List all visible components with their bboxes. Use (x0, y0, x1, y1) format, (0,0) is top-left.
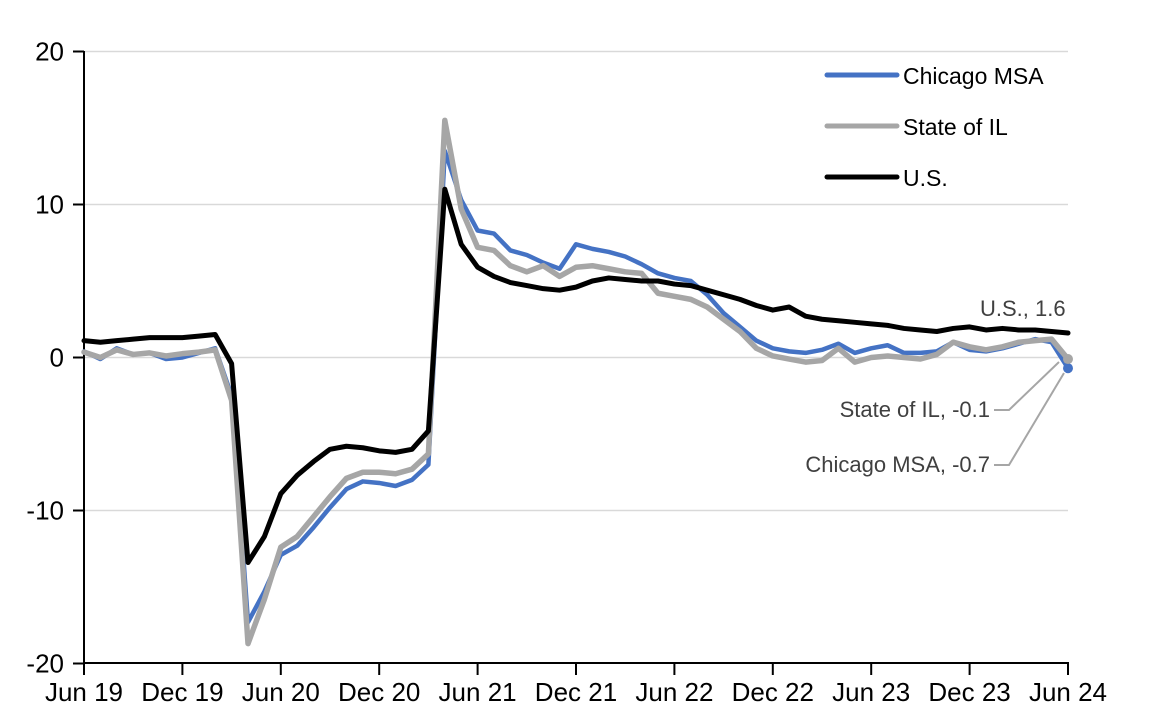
x-tick-label-jun-21: Jun 21 (439, 677, 517, 707)
x-tick-label-dec-23: Dec 23 (928, 677, 1010, 707)
y-tick-label--20: -20 (26, 649, 64, 679)
leader-line-chicago-msa (994, 372, 1065, 466)
series-line-state-of-il (81, 117, 1071, 647)
y-tick-label-0: 0 (50, 343, 64, 373)
annotation-leader-lines (994, 361, 1065, 466)
gridlines (84, 50, 1068, 512)
x-tick-label-jun-23: Jun 23 (832, 677, 910, 707)
x-tick-label-jun-22: Jun 22 (635, 677, 713, 707)
x-axis-labels: Jun 19 Dec 19 Jun 20 Dec 20 Jun 21 Dec 21 Jun … (45, 677, 1107, 707)
legend-label-chicago-msa: Chicago MSA (903, 63, 1044, 89)
x-tick-label-jun-20: Jun 20 (242, 677, 320, 707)
x-tick-label-dec-22: Dec 22 (732, 677, 814, 707)
y-axis-labels: 20 10 0 -10 -20 (26, 37, 64, 679)
x-axis-ticks (83, 663, 1069, 675)
x-tick-label-dec-20: Dec 20 (338, 677, 420, 707)
leader-line-state-of-il (994, 361, 1060, 411)
legend-label-state-of-il: State of IL (903, 114, 1008, 140)
x-tick-label-jun-19: Jun 19 (45, 677, 123, 707)
y-tick-label-20: 20 (35, 37, 64, 67)
series-end-markers (1063, 354, 1073, 374)
legend-label-us: U.S. (903, 165, 948, 191)
legend: Chicago MSA State of IL U.S. (824, 63, 1044, 191)
end-marker-chicago-msa (1063, 363, 1073, 374)
y-tick-label-10: 10 (35, 190, 64, 220)
y-tick-label--10: -10 (26, 496, 64, 526)
end-marker-state-of-il (1063, 354, 1073, 365)
x-tick-label-dec-19: Dec 19 (141, 677, 223, 707)
x-tick-label-dec-21: Dec 21 (535, 677, 617, 707)
annotation-state-of-il: State of IL, -0.1 (840, 397, 990, 422)
annotations: U.S., 1.6 State of IL, -0.1 Chicago MSA,… (805, 296, 1065, 477)
data-series (81, 117, 1071, 647)
annotation-chicago-msa: Chicago MSA, -0.7 (805, 452, 990, 477)
series-line-u-s (81, 186, 1071, 566)
annotation-us: U.S., 1.6 (980, 296, 1066, 321)
y-axis-ticks (73, 50, 84, 665)
x-tick-label-jun-24: Jun 24 (1029, 677, 1107, 707)
